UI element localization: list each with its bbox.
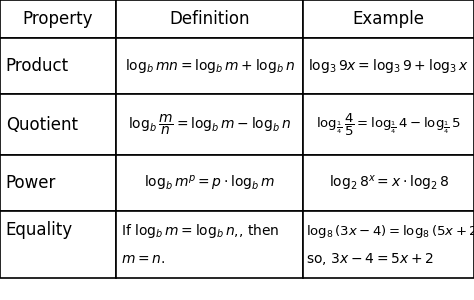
Text: $\log_{\frac{1}{4}} \dfrac{4}{5} = \log_{\frac{1}{4}} 4 - \log_{\frac{1}{4}} 5$: $\log_{\frac{1}{4}} \dfrac{4}{5} = \log_… bbox=[316, 112, 461, 138]
Bar bbox=[0, 38, 116, 94]
Text: $\log_8(3x-4) = \log_8(5x+2)$: $\log_8(3x-4) = \log_8(5x+2)$ bbox=[306, 223, 474, 240]
Bar bbox=[0, 94, 116, 155]
Text: $\log_b \dfrac{m}{n} = \log_b m - \log_b n$: $\log_b \dfrac{m}{n} = \log_b m - \log_b… bbox=[128, 112, 291, 137]
Bar bbox=[0, 155, 116, 211]
Text: Equality: Equality bbox=[6, 221, 73, 239]
Bar bbox=[303, 155, 474, 211]
Text: $\log_b m^p = p \cdot \log_b m$: $\log_b m^p = p \cdot \log_b m$ bbox=[144, 174, 275, 193]
Text: Definition: Definition bbox=[170, 10, 250, 28]
Text: so, $3x - 4 = 5x+2$: so, $3x - 4 = 5x+2$ bbox=[306, 251, 434, 268]
Text: $\log_3 9x = \log_3 9 + \log_3 x$: $\log_3 9x = \log_3 9 + \log_3 x$ bbox=[309, 57, 469, 75]
Bar bbox=[0, 211, 116, 278]
Bar bbox=[116, 94, 303, 155]
Bar bbox=[0, 0, 116, 38]
Bar bbox=[303, 94, 474, 155]
Text: Example: Example bbox=[353, 10, 425, 28]
Text: $\log_2 8^x = x \cdot \log_2 8$: $\log_2 8^x = x \cdot \log_2 8$ bbox=[328, 174, 449, 193]
Bar bbox=[303, 211, 474, 278]
Text: Quotient: Quotient bbox=[6, 116, 78, 134]
Text: $m = n.$: $m = n.$ bbox=[121, 253, 165, 266]
Text: Property: Property bbox=[23, 10, 93, 28]
Bar bbox=[116, 155, 303, 211]
Text: $\log_b mn = \log_b m + \log_b n$: $\log_b mn = \log_b m + \log_b n$ bbox=[125, 57, 295, 75]
Bar bbox=[116, 38, 303, 94]
Bar bbox=[303, 0, 474, 38]
Bar bbox=[303, 38, 474, 94]
Bar bbox=[116, 0, 303, 38]
Text: Power: Power bbox=[6, 174, 56, 192]
Text: If $\log_b m = \log_b n$,, then: If $\log_b m = \log_b n$,, then bbox=[121, 222, 280, 240]
Text: Product: Product bbox=[6, 57, 69, 75]
Bar bbox=[116, 211, 303, 278]
